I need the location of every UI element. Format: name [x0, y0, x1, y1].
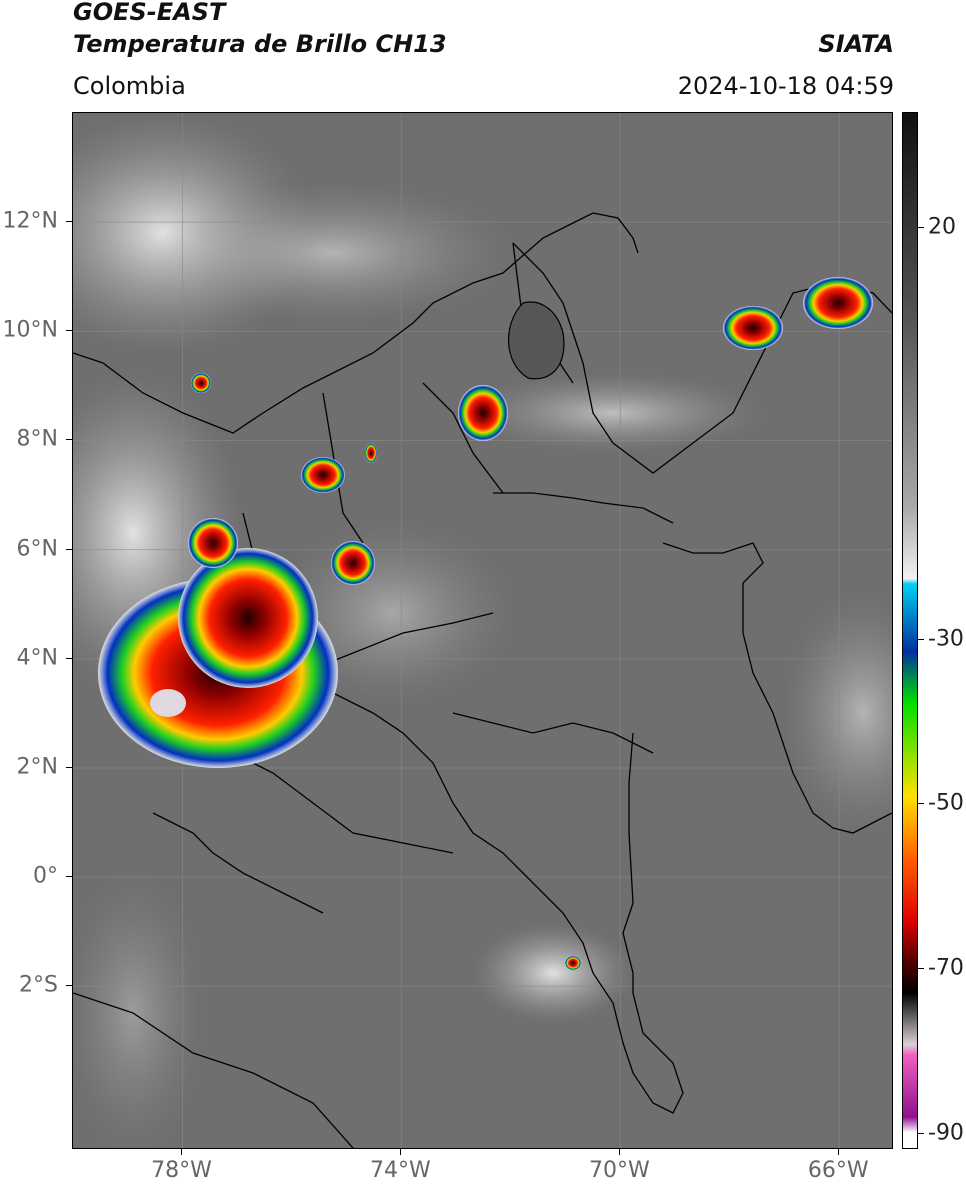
lake-maracaibo: [508, 301, 565, 380]
lat-tick-label: 0°: [33, 863, 58, 889]
map-svg: [73, 113, 892, 1148]
lat-tick-mark: [66, 876, 72, 878]
brand-label: SIATA: [818, 30, 894, 58]
lat-tick-label: 2°S: [19, 972, 58, 998]
lat-tick-label: 2°N: [16, 754, 58, 780]
colorbar-tick-mark: [918, 967, 924, 969]
lat-tick-mark: [66, 657, 72, 659]
region-label: Colombia: [73, 72, 186, 100]
title-line-2: Temperatura de Brillo CH13: [73, 30, 447, 58]
colorbar-tick-label: -50: [928, 790, 964, 816]
colorbar-tick-mark: [918, 803, 924, 805]
satellite-map: [72, 112, 893, 1149]
colorbar-tick-label: -70: [928, 955, 964, 981]
lon-tick-label: 78°W: [151, 1158, 212, 1183]
colorbar-tick-mark: [918, 638, 924, 640]
colorbar-svg: [903, 113, 917, 1148]
convective-cells: [98, 277, 873, 970]
colorbar-tick-mark: [918, 227, 924, 229]
lat-tick-label: 12°N: [2, 208, 58, 234]
lon-tick-mark: [400, 1149, 402, 1155]
lat-tick-mark: [66, 766, 72, 768]
lon-tick-mark: [838, 1149, 840, 1155]
lat-tick-mark: [66, 548, 72, 550]
title-line-1: GOES-EAST: [73, 0, 226, 26]
lon-tick-label: 74°W: [370, 1158, 431, 1183]
lat-tick-label: 8°N: [16, 426, 58, 452]
colorbar-tick-label: -90: [928, 1120, 964, 1146]
lat-tick-mark: [66, 985, 72, 987]
lat-tick-mark: [66, 330, 72, 332]
datetime-label: 2024-10-18 04:59: [677, 72, 894, 100]
lon-tick-mark: [181, 1149, 183, 1155]
lon-tick-label: 70°W: [588, 1158, 650, 1183]
lat-tick-label: 10°N: [2, 317, 58, 343]
lon-tick-label: 66°W: [807, 1158, 869, 1183]
lat-tick-label: 4°N: [16, 645, 58, 671]
colorbar-tick-mark: [918, 1132, 924, 1134]
lat-tick-mark: [66, 221, 72, 223]
lon-tick-mark: [619, 1149, 621, 1155]
colorbar: [902, 112, 918, 1149]
colorbar-tick-label: -30: [928, 626, 964, 652]
colorbar-tick-label: 20: [928, 214, 956, 240]
lat-tick-label: 6°N: [16, 536, 58, 562]
lat-tick-mark: [66, 439, 72, 441]
